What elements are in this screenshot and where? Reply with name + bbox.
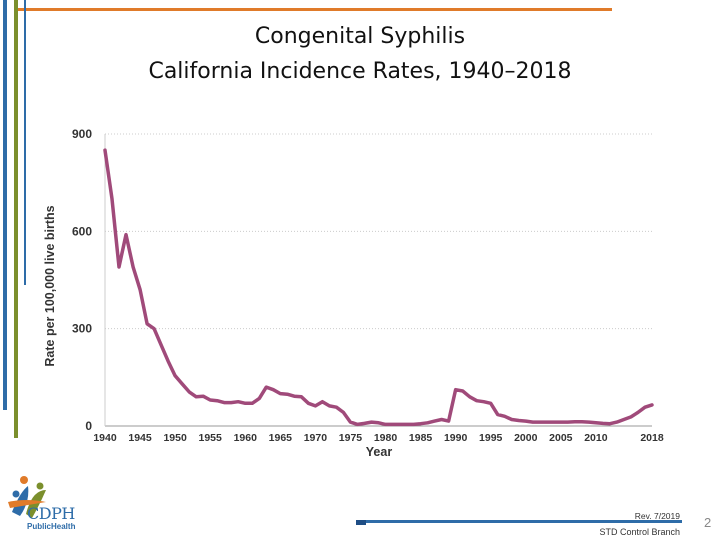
x-tick-label: 2010 — [584, 432, 608, 444]
y-tick-label: 600 — [72, 224, 92, 238]
y-tick-labels: 0 300 600 900 — [72, 127, 92, 433]
left-accent-bar-thin — [24, 0, 26, 285]
y-axis-title: Rate per 100,000 live births — [43, 205, 57, 366]
y-tick-label: 0 — [85, 419, 92, 433]
x-tick-label: 1955 — [199, 432, 223, 444]
x-tick-label: 1985 — [409, 432, 433, 444]
x-tick-label: 1970 — [304, 432, 328, 444]
x-tick-label: 1980 — [374, 432, 398, 444]
footer-divider — [358, 520, 682, 523]
x-tick-label: 1995 — [479, 432, 503, 444]
cdph-people-logo-icon — [8, 476, 46, 518]
x-axis-title: Year — [366, 445, 393, 459]
top-accent-bar — [14, 8, 612, 11]
incidence-rate-line — [103, 148, 654, 427]
x-tick-label: 1960 — [234, 432, 258, 444]
branch-name: STD Control Branch — [599, 527, 680, 537]
x-tick-label: 1975 — [339, 432, 363, 444]
left-accent-bar-green — [14, 0, 18, 438]
x-tick-label: 1965 — [269, 432, 293, 444]
y-tick-label: 900 — [72, 127, 92, 141]
revision-date: Rev. 7/2019 — [634, 511, 680, 521]
x-tick-labels: 1940 1945 1950 1955 1960 1965 1970 1975 1980 1985… — [93, 432, 664, 444]
footer-divider-accent — [356, 520, 366, 525]
left-accent-bar-blue — [3, 0, 7, 410]
x-tick-label: 1950 — [163, 432, 187, 444]
page-number: 2 — [704, 515, 712, 530]
y-tick-label: 300 — [72, 322, 92, 336]
x-tick-label: 1990 — [444, 432, 468, 444]
x-tick-label: 2000 — [514, 432, 538, 444]
x-tick-label: 2018 — [640, 432, 664, 444]
chart-grid — [105, 133, 652, 330]
x-tick-label: 1945 — [128, 432, 152, 444]
x-tick-label: 1940 — [93, 432, 117, 444]
page-title: Congenital Syphilis — [254, 24, 466, 49]
page-subtitle: California Incidence Rates, 1940–2018 — [148, 59, 572, 84]
logo-subtext: PublicHealth — [27, 522, 76, 531]
logo-wordmark: CDPH — [27, 504, 75, 523]
x-tick-label: 2005 — [549, 432, 573, 444]
